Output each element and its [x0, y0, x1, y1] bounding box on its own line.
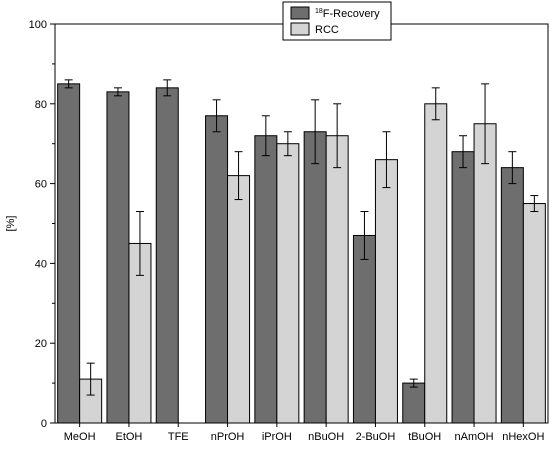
- x-tick-label-iPrOH: iPrOH: [262, 431, 292, 443]
- y-tick-label-80: 80: [35, 99, 47, 111]
- bar-s0-2-BuOH: [352, 234, 376, 424]
- y-tick-label-40: 40: [35, 258, 47, 270]
- legend-label-0: 18F-Recovery: [315, 8, 380, 20]
- bar-s1-nPrOH: [227, 175, 251, 424]
- bar-s1-nHexOH: [522, 203, 546, 424]
- x-tick-label-nAmOH: nAmOH: [454, 431, 493, 443]
- bar-s0-nPrOH: [205, 115, 229, 424]
- bar-s1-nBuOH: [325, 135, 349, 424]
- bar-s0-nHexOH: [500, 167, 524, 424]
- bar-s0-nBuOH: [303, 131, 327, 424]
- bar-s0-tBuOH: [402, 382, 426, 424]
- x-tick-label-nPrOH: nPrOH: [211, 431, 245, 443]
- y-tick-label-20: 20: [35, 338, 47, 350]
- x-tick-label-tBuOH: tBuOH: [408, 431, 441, 443]
- legend-swatch-0: [290, 6, 310, 20]
- bar-s0-MeOH: [57, 83, 81, 424]
- legend: 18F-Recovery RCC: [282, 1, 392, 41]
- x-tick-label-TFE: TFE: [168, 431, 189, 443]
- x-tick-label-nBuOH: nBuOH: [308, 431, 344, 443]
- x-tick-label-EtOH: EtOH: [115, 431, 142, 443]
- bar-s0-nAmOH: [451, 151, 475, 424]
- y-tick-label-100: 100: [29, 19, 47, 31]
- bar-s1-iPrOH: [276, 143, 300, 424]
- y-tick-label-60: 60: [35, 179, 47, 191]
- legend-swatch-1: [290, 22, 310, 36]
- bar-s1-nAmOH: [473, 123, 497, 424]
- bar-s1-2-BuOH: [374, 159, 398, 424]
- bar-s0-EtOH: [106, 91, 130, 424]
- x-tick-label-MeOH: MeOH: [64, 431, 96, 443]
- y-tick-label-0: 0: [41, 418, 47, 430]
- legend-label-1: RCC: [315, 24, 339, 36]
- x-tick-label-nHexOH: nHexOH: [502, 431, 544, 443]
- bar-s0-TFE: [155, 87, 179, 424]
- bar-s0-iPrOH: [254, 135, 278, 424]
- bar-s1-tBuOH: [424, 103, 448, 424]
- bars-layer: [57, 79, 546, 424]
- x-tick-label-2-BuOH: 2-BuOH: [356, 431, 396, 443]
- y-axis-label: [%]: [5, 216, 17, 232]
